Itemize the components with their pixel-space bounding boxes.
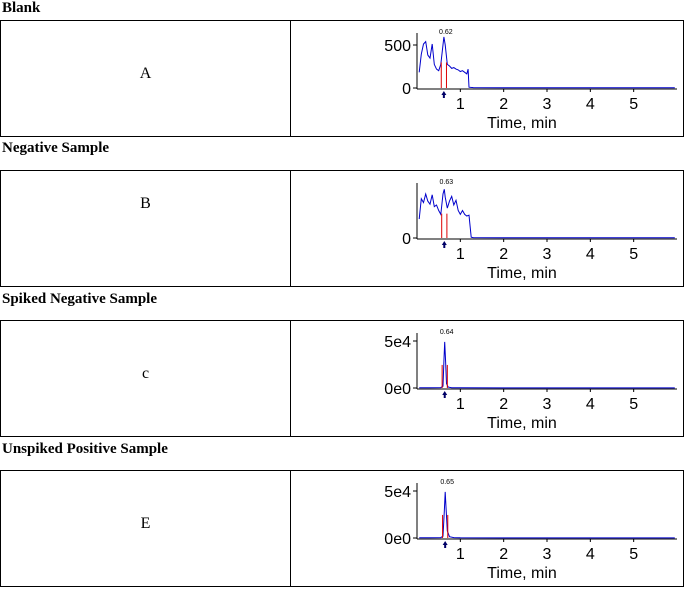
panel-box: E 1 2 3 4 5 0e0 5e4 Time, min 0.65 — [0, 470, 684, 587]
x-tick-label: 3 — [543, 396, 552, 413]
x-tick-label: 5 — [629, 396, 638, 413]
y-tick-label: 0 — [402, 81, 411, 98]
x-tick-label: 2 — [499, 96, 508, 113]
y-tick-label: 0e0 — [384, 381, 411, 398]
panel-letter: A — [139, 65, 152, 82]
x-axis-title: Time, min — [487, 415, 557, 432]
y-tick-label: 0 — [402, 231, 411, 248]
x-tick-label: 1 — [456, 246, 465, 263]
panel-divider — [290, 171, 291, 286]
x-tick-label: 4 — [586, 246, 595, 263]
x-tick-label: 5 — [629, 96, 638, 113]
peak-label: 0.65 — [440, 479, 454, 486]
y-tick-label: 500 — [384, 38, 411, 55]
chromatogram-trace — [418, 189, 675, 239]
x-tick-label: 5 — [629, 246, 638, 263]
chromatogram-trace — [419, 341, 675, 389]
panel-letter: c — [141, 365, 150, 382]
x-axis-title: Time, min — [487, 565, 557, 582]
panel-divider — [290, 321, 291, 436]
y-tick-label: 5e4 — [384, 334, 411, 351]
panel-box: B 1 2 3 4 5 0 Time, min 0.63 — [0, 170, 684, 287]
y-tick-label: 0e0 — [384, 531, 411, 548]
panel-divider — [290, 471, 291, 586]
x-axis-title: Time, min — [487, 115, 557, 132]
x-tick-label: 3 — [543, 546, 552, 563]
x-tick-label: 3 — [543, 246, 552, 263]
x-tick-label: 4 — [586, 546, 595, 563]
retention-marker-head — [442, 391, 448, 395]
x-tick-label: 1 — [456, 546, 465, 563]
chromatogram-trace — [419, 491, 675, 539]
panel-box: c 1 2 3 4 5 0e0 5e4 Time, min 0.64 — [0, 320, 684, 437]
y-tick-label: 5e4 — [384, 484, 411, 501]
panel-letter: B — [140, 195, 151, 212]
x-tick-label: 1 — [456, 96, 465, 113]
retention-marker-head — [441, 241, 447, 245]
chromatogram-trace — [418, 36, 675, 89]
peak-label: 0.64 — [440, 329, 454, 336]
retention-marker-head — [441, 91, 447, 95]
x-axis-title: Time, min — [487, 265, 557, 282]
chromatogram-chart: 1 2 3 4 5 0 Time, min 0.63 — [402, 179, 677, 282]
x-tick-label: 2 — [499, 246, 508, 263]
x-tick-label: 2 — [499, 396, 508, 413]
panel-title: Spiked Negative Sample — [2, 291, 158, 307]
panel-title: Negative Sample — [2, 140, 110, 156]
x-tick-label: 2 — [499, 546, 508, 563]
panel-divider — [290, 21, 291, 136]
panel-title: Unspiked Positive Sample — [2, 441, 168, 457]
peak-label: 0.63 — [439, 179, 453, 186]
x-tick-label: 5 — [629, 546, 638, 563]
panel-box: A 1 2 3 4 5 0 500 Time, min 0.62 — [0, 20, 684, 137]
x-tick-label: 3 — [543, 96, 552, 113]
x-tick-label: 4 — [586, 396, 595, 413]
chromatogram-chart: 1 2 3 4 5 0 500 Time, min 0.62 — [384, 29, 677, 132]
retention-marker-head — [442, 541, 448, 545]
x-tick-label: 4 — [586, 96, 595, 113]
x-tick-label: 1 — [456, 396, 465, 413]
chromatogram-chart: 1 2 3 4 5 0e0 5e4 Time, min 0.64 — [384, 329, 677, 432]
panel-letter: E — [140, 515, 151, 532]
panel-title: Blank — [2, 0, 41, 16]
chromatogram-chart: 1 2 3 4 5 0e0 5e4 Time, min 0.65 — [384, 479, 677, 582]
peak-label: 0.62 — [439, 29, 453, 36]
